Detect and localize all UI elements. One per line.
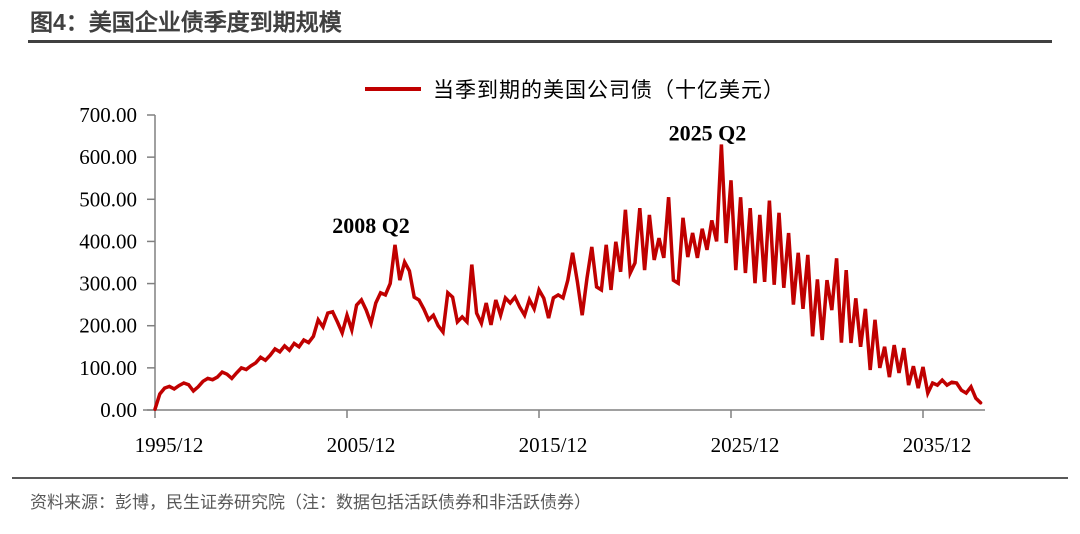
y-axis-tick-label: 600.00	[79, 145, 137, 169]
x-axis-tick-label: 2005/12	[327, 433, 396, 457]
x-axis-tick-label: 2015/12	[519, 433, 588, 457]
y-axis-tick-label: 300.00	[79, 272, 137, 296]
source-note: 资料来源：彭博，民生证券研究院（注：数据包括活跃债券和非活跃债券）	[30, 493, 591, 512]
legend-line-swatch	[365, 87, 421, 91]
series-line	[153, 144, 983, 411]
footer-divider	[12, 477, 1068, 479]
x-axis-tick-label: 1995/12	[135, 433, 204, 457]
line-chart: 0.00 100.00 200.00 300.00 400.00 500.00 600.00…	[79, 103, 985, 457]
x-axis-tick-label: 2025/12	[711, 433, 780, 457]
legend-label: 当季到期的美国公司债（十亿美元）	[433, 78, 785, 102]
title-underline	[28, 40, 1052, 43]
peak-annotation: 2008 Q2	[332, 213, 410, 238]
chart-legend: 当季到期的美国公司债（十亿美元）	[0, 74, 1080, 104]
y-axis-tick-label: 500.00	[79, 187, 137, 211]
peak-annotation: 2025 Q2	[669, 120, 747, 145]
y-axis-tick-label: 700.00	[79, 103, 137, 127]
figure-header: 图4：美国企业债季度到期规模	[0, 0, 1080, 43]
y-axis-tick-label: 400.00	[79, 229, 137, 253]
x-axis-tick-label: 2035/12	[903, 433, 972, 457]
y-axis-tick-label: 100.00	[79, 356, 137, 380]
y-axis-tick-label: 0.00	[100, 398, 137, 422]
y-axis-tick-label: 200.00	[79, 314, 137, 338]
figure-title: 图4：美国企业债季度到期规模	[30, 9, 342, 35]
